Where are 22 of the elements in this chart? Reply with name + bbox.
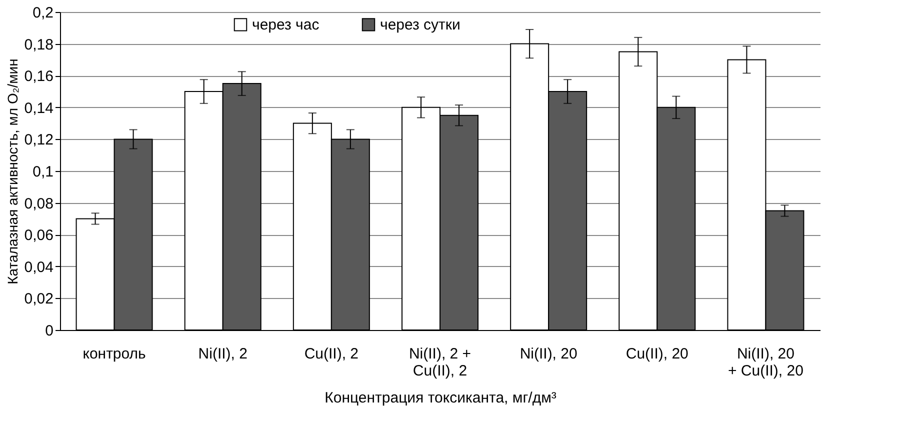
y-tick-label: 0,14 bbox=[24, 100, 54, 117]
y-tick-label: 0,02 bbox=[24, 290, 54, 308]
y-tick-label: 0,04 bbox=[24, 258, 54, 276]
x-tick-label: Ni(II), 2 bbox=[198, 346, 248, 362]
y-tick-label: 0,2 bbox=[32, 4, 54, 22]
y-tick-label: 0,06 bbox=[24, 227, 54, 244]
x-tick-label: Ni(II), 2 + Cu(II), 2 bbox=[408, 346, 472, 380]
y-tick-label: 0,08 bbox=[24, 195, 54, 212]
y-tick-label: 0 bbox=[45, 322, 54, 340]
y-axis-title: Каталазная активность, мл O₂/мин bbox=[4, 58, 20, 284]
x-tick-label: Ni(II), 20 + Cu(II), 20 bbox=[728, 346, 804, 380]
x-tick-label: Cu(II), 20 bbox=[626, 346, 688, 362]
y-tick-label: 0,12 bbox=[24, 132, 54, 149]
legend-label: через час bbox=[252, 16, 320, 34]
y-tick-label: 0,16 bbox=[24, 68, 54, 86]
legend-label: через сутки bbox=[380, 16, 460, 34]
x-tick-label: Cu(II), 2 bbox=[304, 346, 359, 362]
y-tick-label: 0,18 bbox=[24, 36, 54, 54]
x-tick-label: Ni(II), 20 bbox=[520, 346, 578, 362]
x-tick-label: контроль bbox=[82, 346, 146, 362]
y-tick-label: 0,1 bbox=[32, 164, 54, 180]
x-axis-title: Концентрация токсиканта, мг/дм³ bbox=[324, 390, 556, 406]
